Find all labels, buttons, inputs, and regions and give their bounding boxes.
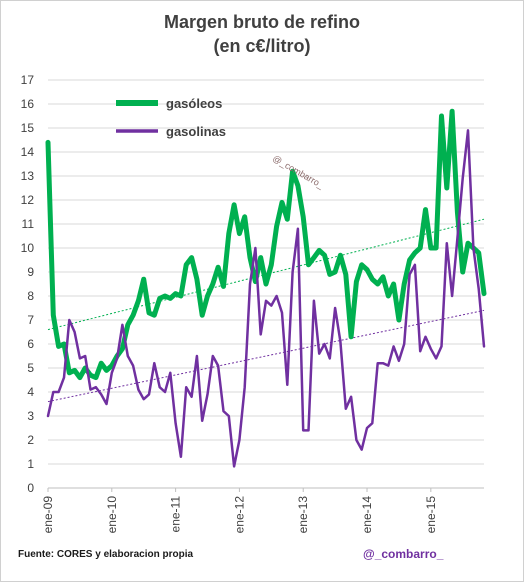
y-tick-label: 13 bbox=[21, 169, 35, 183]
y-tick-label: 0 bbox=[27, 481, 34, 495]
y-tick-label: 7 bbox=[27, 313, 34, 327]
series-line-gasoleos bbox=[45, 108, 487, 381]
legend-label-gasoleos: gasóleos bbox=[166, 96, 222, 111]
author-handle: @_combarro_ bbox=[363, 547, 444, 561]
y-tick-label: 8 bbox=[27, 289, 34, 303]
y-tick-label: 14 bbox=[21, 145, 35, 159]
x-tick-label: ene-15 bbox=[424, 496, 438, 534]
y-tick-label: 11 bbox=[22, 217, 35, 231]
series-lines bbox=[45, 108, 487, 468]
y-tick-label: 12 bbox=[21, 193, 35, 207]
y-tick-label: 4 bbox=[27, 385, 34, 399]
chart-title: Margen bruto de refino bbox=[163, 12, 360, 32]
y-tick-label: 17 bbox=[21, 73, 35, 87]
y-tick-label: 16 bbox=[21, 97, 35, 111]
x-tick-label: ene-11 bbox=[169, 496, 183, 533]
x-tick-label: ene-10 bbox=[105, 496, 119, 534]
y-tick-label: 5 bbox=[27, 361, 34, 375]
legend: gasóleos gasolinas bbox=[116, 96, 226, 139]
x-tick-label: ene-13 bbox=[296, 496, 310, 534]
series-line-gasolinas bbox=[46, 129, 486, 468]
y-tick-label: 3 bbox=[27, 409, 34, 423]
source-note: Fuente: CORES y elaboracion propia bbox=[18, 549, 194, 560]
x-tick-label: ene-09 bbox=[41, 496, 55, 534]
y-tick-label: 10 bbox=[21, 241, 35, 255]
x-axis-ticks: ene-09 ene-10 ene-11 ene-12 ene-13 ene-14 ene-… bbox=[41, 488, 438, 533]
y-tick-label: 1 bbox=[27, 457, 34, 471]
y-tick-label: 9 bbox=[27, 265, 34, 279]
y-tick-label: 2 bbox=[27, 433, 34, 447]
chart-subtitle: (en c€/litro) bbox=[213, 36, 311, 56]
y-tick-label: 15 bbox=[21, 121, 35, 135]
x-tick-label: ene-12 bbox=[232, 496, 246, 534]
y-tick-label: 6 bbox=[27, 337, 34, 351]
x-tick-label: ene-14 bbox=[360, 496, 374, 534]
legend-label-gasolinas: gasolinas bbox=[166, 124, 226, 139]
